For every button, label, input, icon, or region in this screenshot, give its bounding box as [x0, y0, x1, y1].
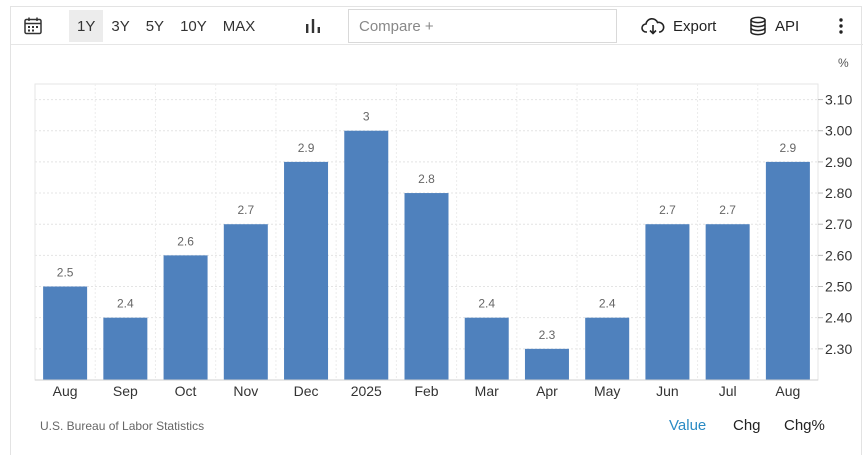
bar-chart: 2.30 2.40 2.50 2.60 2.70 2.80 2.90 3.00 3.10 2.5 A…: [34, 83, 852, 399]
y-tick-label: 2.50: [825, 279, 852, 295]
toolbar: 1Y 3Y 5Y 10Y MAX Export API: [11, 7, 863, 45]
x-tick-label: May: [594, 383, 620, 399]
api-button[interactable]: API: [749, 11, 799, 41]
data-label: 2.4: [117, 297, 134, 311]
export-label: Export: [673, 17, 717, 35]
bar[interactable]: [344, 130, 389, 380]
bar[interactable]: [464, 317, 509, 380]
range-max[interactable]: MAX: [222, 17, 256, 35]
data-label: 2.9: [298, 141, 315, 155]
y-tick-label: 2.90: [825, 154, 852, 170]
data-label: 2.7: [659, 203, 676, 217]
bar[interactable]: [103, 317, 148, 380]
source-label: U.S. Bureau of Labor Statistics: [40, 419, 205, 433]
x-tick-label: Jul: [719, 383, 737, 399]
x-tick-label: Nov: [233, 383, 258, 399]
data-label: 2.4: [599, 297, 616, 311]
x-tick-label: Sep: [113, 383, 138, 399]
y-tick-label: 2.80: [825, 185, 852, 201]
data-label: 2.4: [478, 297, 495, 311]
bar[interactable]: [43, 286, 88, 380]
mode-value[interactable]: Value: [669, 417, 707, 434]
data-label: 2.7: [237, 203, 254, 217]
bar[interactable]: [404, 193, 449, 380]
data-label: 2.9: [780, 141, 797, 155]
x-tick-label: 2025: [351, 383, 382, 399]
range-selector: 1Y 3Y 5Y 10Y MAX: [69, 10, 263, 42]
x-tick-label: Aug: [775, 383, 800, 399]
chart-widget: 1Y 3Y 5Y 10Y MAX Export API: [10, 6, 863, 455]
mode-chg[interactable]: Chg: [733, 417, 761, 434]
x-tick-label: Feb: [414, 383, 438, 399]
api-label: API: [775, 17, 800, 35]
data-label: 2.6: [177, 234, 194, 248]
bar[interactable]: [645, 224, 690, 380]
x-tick-label: Mar: [475, 383, 499, 399]
x-tick-label: Jun: [656, 383, 679, 399]
x-tick-label: Dec: [294, 383, 319, 399]
range-3y[interactable]: 3Y: [111, 17, 130, 35]
data-label: 2.8: [418, 172, 435, 186]
bar[interactable]: [765, 161, 810, 380]
mode-chg-pct[interactable]: Chg%: [784, 417, 825, 434]
bar[interactable]: [524, 348, 569, 380]
data-label: 3: [363, 110, 370, 124]
x-tick-label: Apr: [536, 383, 558, 399]
bar[interactable]: [284, 161, 329, 380]
data-label: 2.3: [539, 328, 556, 342]
data-label: 2.7: [719, 203, 736, 217]
range-10y[interactable]: 10Y: [180, 17, 207, 35]
y-tick-label: 2.40: [825, 310, 852, 326]
data-label: 2.5: [57, 266, 74, 280]
range-5y[interactable]: 5Y: [145, 17, 165, 35]
bar-chart-icon[interactable]: [301, 14, 325, 38]
x-tick-label: Oct: [175, 383, 197, 399]
bar[interactable]: [585, 317, 630, 380]
range-1y[interactable]: 1Y: [69, 10, 104, 42]
y-tick-label: 3.00: [825, 123, 852, 139]
unit-label: %: [838, 56, 849, 70]
more-vertical-icon[interactable]: [833, 14, 849, 38]
compare-input[interactable]: [348, 9, 617, 43]
y-tick-label: 2.70: [825, 216, 852, 232]
bar[interactable]: [223, 224, 268, 380]
y-tick-label: 3.10: [825, 92, 852, 108]
bar[interactable]: [163, 255, 208, 380]
y-tick-label: 2.60: [825, 247, 852, 263]
database-icon: [750, 16, 766, 36]
y-tick-label: 2.30: [825, 341, 852, 357]
x-tick-label: Aug: [53, 383, 78, 399]
bar[interactable]: [705, 224, 750, 380]
calendar-icon[interactable]: [19, 12, 47, 40]
cloud-download-icon: [641, 18, 665, 35]
export-button[interactable]: Export: [641, 11, 716, 41]
